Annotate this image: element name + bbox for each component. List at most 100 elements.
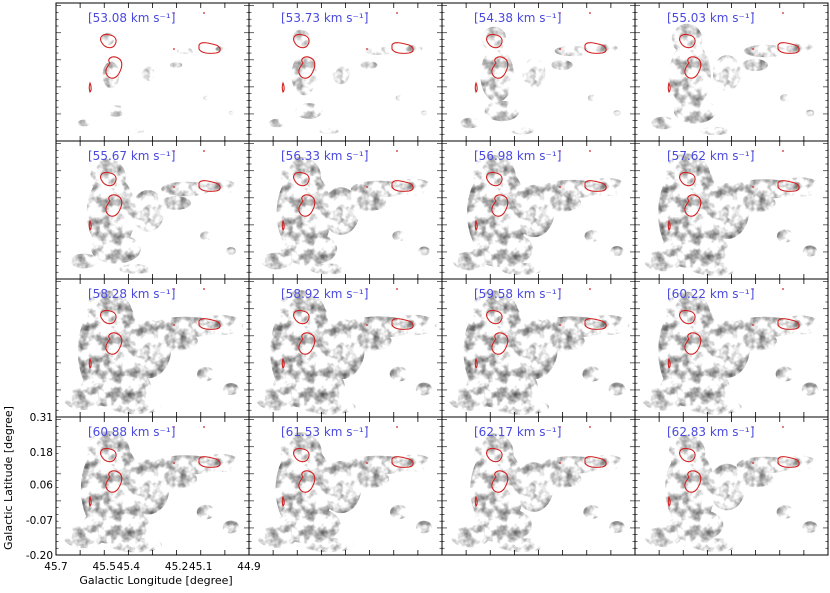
contour-dot xyxy=(203,426,205,428)
channel-panel: [57.62 km s⁻¹] xyxy=(634,140,829,280)
contour-line xyxy=(777,456,800,468)
contour-line xyxy=(298,470,316,493)
contour-line xyxy=(679,171,696,187)
x-tick-label: 45.5 xyxy=(93,561,116,573)
contour-dot xyxy=(752,150,754,152)
y-tick-label: 0.31 xyxy=(30,412,53,424)
x-tick-label: 45.4 xyxy=(117,561,141,573)
contour-line xyxy=(105,56,123,79)
channel-panel: [62.83 km s⁻¹] xyxy=(634,416,829,556)
contour-line xyxy=(474,219,478,232)
contour-dot xyxy=(396,288,398,290)
contour-line xyxy=(88,495,92,508)
y-tick-label: 0.18 xyxy=(30,447,53,459)
contour-line xyxy=(281,219,285,232)
contour-dot xyxy=(366,324,368,326)
contour-line xyxy=(391,318,414,330)
contour-dot xyxy=(752,426,754,428)
channel-panel: [60.22 km s⁻¹] xyxy=(634,278,829,418)
contour-line xyxy=(679,447,696,463)
contour-dot xyxy=(559,324,561,326)
contour-line xyxy=(298,56,316,79)
contour-dot xyxy=(396,150,398,152)
contour-line xyxy=(100,447,117,463)
contour-line xyxy=(667,219,671,232)
channel-panel: [53.08 km s⁻¹] xyxy=(55,2,250,142)
contour-line xyxy=(105,470,123,493)
contour-dot xyxy=(559,462,561,464)
contour-dot xyxy=(559,186,561,188)
velocity-label: [60.22 km s⁻¹] xyxy=(667,287,754,301)
contour-dot xyxy=(752,324,754,326)
channel-panel: [56.98 km s⁻¹] xyxy=(441,140,636,280)
contour-dot xyxy=(366,288,368,290)
contour-dot xyxy=(752,186,754,188)
velocity-label: [61.53 km s⁻¹] xyxy=(281,425,368,439)
contour-line xyxy=(391,456,414,468)
contour-line xyxy=(88,81,92,94)
velocity-label: [62.17 km s⁻¹] xyxy=(474,425,561,439)
contour-line xyxy=(491,56,509,79)
contour-line xyxy=(100,309,117,325)
contour-dot xyxy=(589,288,591,290)
contour-line xyxy=(293,33,310,49)
contour-dot xyxy=(173,426,175,428)
contour-line xyxy=(198,456,221,468)
contour-line xyxy=(684,194,702,217)
emission-map xyxy=(269,29,427,134)
contour-dot xyxy=(589,150,591,152)
contour-dot xyxy=(559,288,561,290)
contour-dot xyxy=(782,12,784,14)
x-axis-title: Galactic Longitude [degree] xyxy=(79,574,232,587)
contour-line xyxy=(777,318,800,330)
emission-map xyxy=(255,290,437,415)
velocity-label: [56.33 km s⁻¹] xyxy=(281,149,368,163)
y-axis-title: Galactic Latitude [degree] xyxy=(2,406,15,550)
contour-dot xyxy=(173,288,175,290)
contour-line xyxy=(684,56,702,79)
emission-map xyxy=(70,159,238,274)
contour-dot xyxy=(752,288,754,290)
contour-line xyxy=(198,42,221,54)
velocity-label: [56.98 km s⁻¹] xyxy=(474,149,561,163)
contour-line xyxy=(281,495,285,508)
contour-line xyxy=(474,81,478,94)
channel-panel: [59.58 km s⁻¹] xyxy=(441,278,636,418)
contour-line xyxy=(486,33,503,49)
contour-dot xyxy=(589,12,591,14)
contour-dot xyxy=(173,48,175,50)
x-tick-label: 44.9 xyxy=(237,561,260,573)
contour-line xyxy=(486,171,503,187)
contour-line xyxy=(777,42,800,54)
contour-dot xyxy=(366,426,368,428)
contour-line xyxy=(88,357,92,370)
y-tick-label: -0.07 xyxy=(26,515,53,527)
channel-panel: [56.33 km s⁻¹] xyxy=(248,140,443,280)
contour-line xyxy=(491,194,509,217)
emission-map xyxy=(460,26,621,135)
contour-line xyxy=(100,171,117,187)
contour-line xyxy=(100,33,117,49)
contour-line xyxy=(391,180,414,192)
contour-line xyxy=(391,42,414,54)
x-tick-label: 45.1 xyxy=(189,561,212,573)
contour-dot xyxy=(559,12,561,14)
contour-dot xyxy=(173,462,175,464)
velocity-label: [55.03 km s⁻¹] xyxy=(667,11,754,25)
channel-panel: [60.88 km s⁻¹] xyxy=(55,416,250,556)
contour-line xyxy=(88,219,92,232)
emission-map xyxy=(450,433,625,552)
contour-line xyxy=(474,357,478,370)
contour-line xyxy=(486,447,503,463)
contour-line xyxy=(667,357,671,370)
contour-dot xyxy=(366,12,368,14)
contour-line xyxy=(584,318,607,330)
contour-line xyxy=(491,470,509,493)
contour-line xyxy=(198,318,221,330)
contour-dot xyxy=(366,150,368,152)
contour-line xyxy=(474,495,478,508)
velocity-label: [58.28 km s⁻¹] xyxy=(88,287,175,301)
contour-dot xyxy=(559,426,561,428)
contour-dot xyxy=(366,186,368,188)
contour-line xyxy=(667,81,671,94)
